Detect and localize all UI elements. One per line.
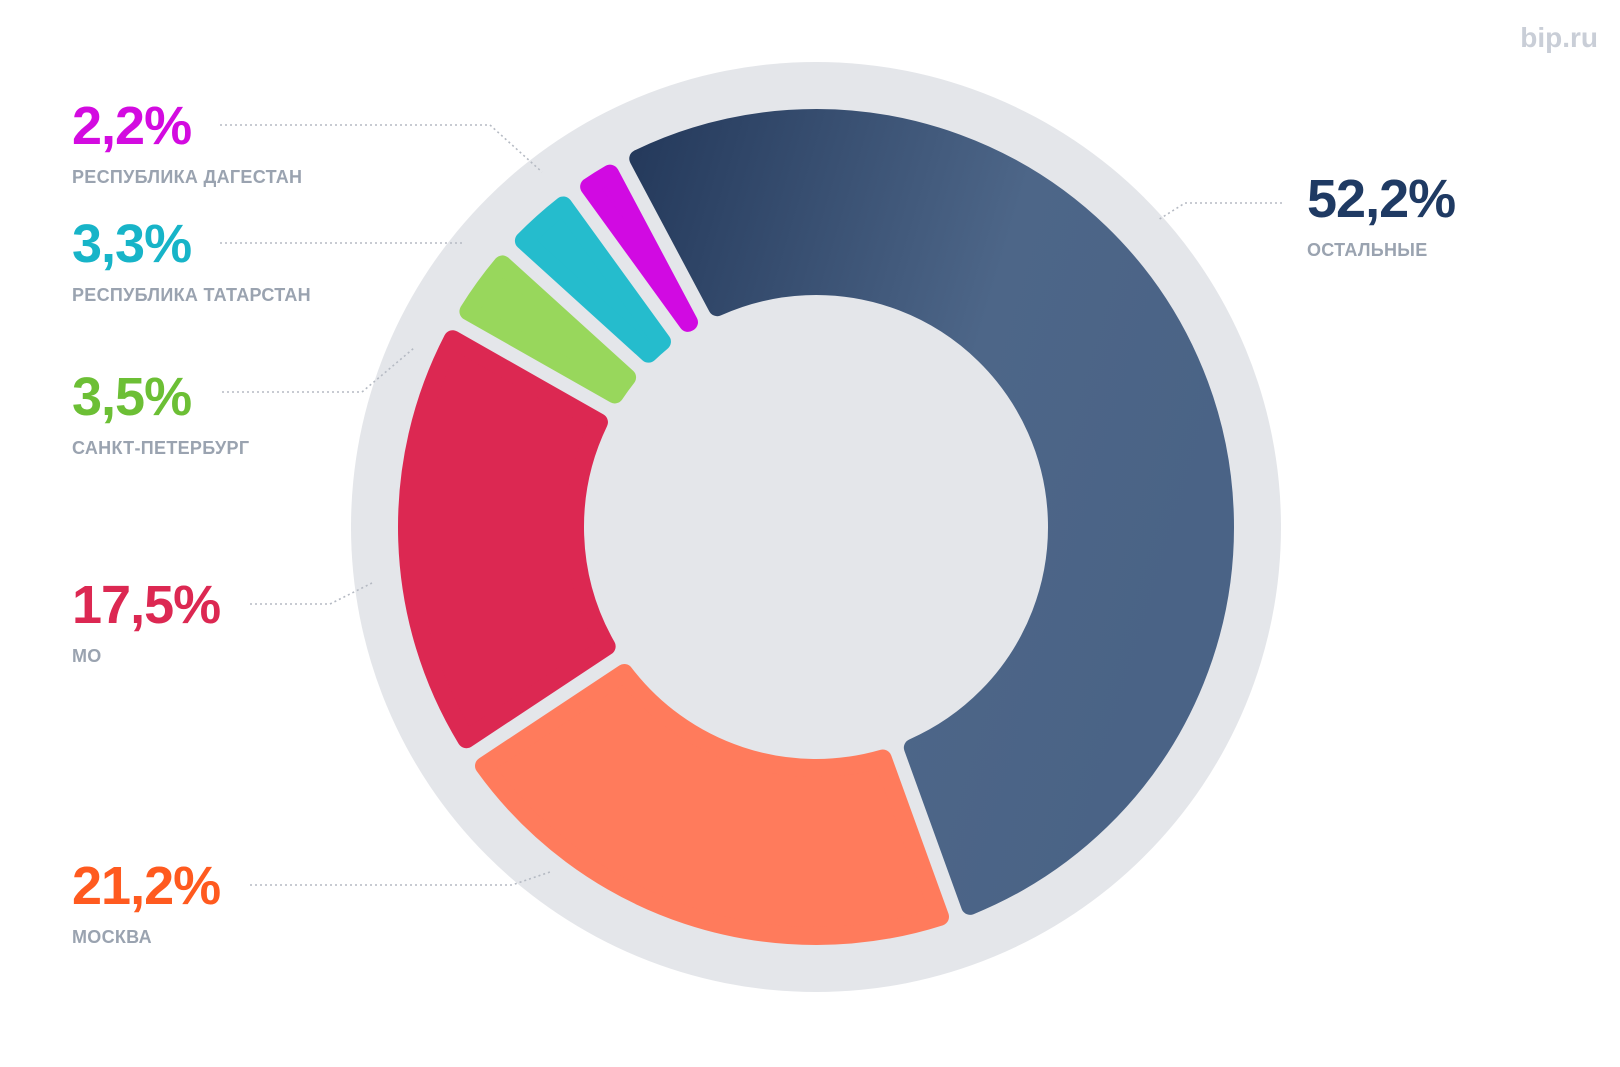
leader-line-ostalnye — [1157, 202, 1282, 221]
slice-spb — [459, 255, 637, 404]
slice-tatarstan — [514, 196, 671, 363]
category-label: РЕСПУБЛИКА ТАТАРСТАН — [72, 285, 311, 305]
value-label: 3,5% — [72, 367, 192, 427]
value-label: 3,3% — [72, 214, 192, 274]
label-moskva: 21,2% МОСКВА — [72, 856, 221, 948]
leader-line-mo — [250, 582, 373, 605]
value-label: 52,2% — [1307, 169, 1456, 229]
label-mo: 17,5% МО — [72, 575, 221, 667]
leader-line-spb — [222, 347, 415, 393]
category-label: МО — [72, 646, 102, 666]
category-label: САНКТ-ПЕТЕРБУРГ — [72, 438, 250, 458]
value-label: 2,2% — [72, 96, 192, 156]
slice-moskva — [475, 664, 950, 945]
leader-line-moskva — [250, 871, 551, 886]
label-ostalnye: 52,2% ОСТАЛЬНЫЕ — [1307, 169, 1456, 261]
value-label: 21,2% — [72, 856, 221, 916]
label-spb: 3,5% САНКТ-ПЕТЕРБУРГ — [72, 370, 249, 459]
value-label: 17,5% — [72, 575, 221, 635]
bip-logo: bip.ru — [1520, 22, 1598, 53]
label-tatarstan: 3,3% РЕСПУБЛИКА ТАТАРСТАН — [72, 217, 311, 306]
slice-mo — [398, 330, 616, 749]
leader-line-dagestan — [220, 124, 543, 173]
category-label: ОСТАЛЬНЫЕ — [1307, 240, 1428, 260]
category-label: МОСКВА — [72, 927, 152, 947]
slice-ostalnye — [629, 109, 1234, 915]
category-label: РЕСПУБЛИКА ДАГЕСТАН — [72, 167, 303, 187]
slice-dagestan — [580, 164, 698, 332]
label-dagestan: 2,2% РЕСПУБЛИКА ДАГЕСТАН — [72, 99, 302, 188]
